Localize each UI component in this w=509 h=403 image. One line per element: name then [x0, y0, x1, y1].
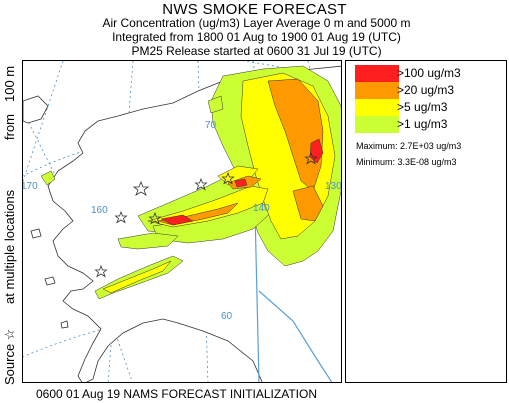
maximum-value: Maximum: 2.7E+03 ug/m3 [356, 141, 462, 151]
plume-central-hotspot [160, 214, 194, 226]
source-star-7 [221, 171, 235, 185]
locations-label: at multiple locations [2, 189, 17, 304]
legend-label-1: >1 ug/m3 [397, 117, 448, 131]
plume-upper-hotspot [234, 178, 248, 188]
legend-swatch-1 [355, 116, 399, 133]
legend-label-20: >20 ug/m3 [397, 83, 455, 97]
legend-swatch-5 [355, 99, 399, 116]
lon-label-160: 160 [91, 205, 108, 216]
us-canada-border [254, 210, 260, 382]
subtitle-concentration: Air Concentration (ug/m3) Layer Average … [102, 16, 411, 30]
legend-panel: >100 ug/m3 >20 ug/m3 >5 ug/m3 >1 ug/m3 M… [345, 60, 507, 383]
plume-east-strip-20 [292, 185, 324, 222]
plume-west-fragment [40, 170, 56, 186]
source-star-4 [148, 211, 162, 225]
island-1 [30, 228, 42, 239]
siberia-coast [23, 95, 49, 124]
source-star-3 [114, 210, 128, 224]
from-label: from [2, 114, 17, 140]
source-star-1 [132, 180, 150, 196]
forecast-initialization-label: 0600 01 Aug 19 NAMS FORECAST INITIALIZAT… [36, 387, 317, 401]
lon-label-130: 130 [325, 181, 342, 192]
plume-southwest-core-5 [102, 260, 172, 294]
lon-label-140: 140 [253, 203, 270, 214]
smoke-map: 170 160 140 130 70 60 [22, 60, 342, 383]
southeast-border [258, 290, 333, 382]
lat-label-60: 60 [221, 311, 233, 322]
legend-label-5: >5 ug/m3 [397, 100, 448, 114]
source-star-6 [304, 151, 318, 165]
latitude-line-60 [23, 306, 341, 358]
source-label: Source ☆ [2, 328, 17, 385]
meridian-170 [23, 61, 64, 183]
island-2 [44, 276, 56, 286]
island-3 [60, 320, 69, 329]
subtitle-release-start: PM25 Release started at 0600 31 Jul 19 (… [131, 44, 382, 58]
page-title: NWS SMOKE FORECAST [162, 1, 347, 18]
plume-lower-west [117, 232, 179, 250]
source-markers [94, 151, 318, 278]
minimum-value: Minimum: 3.3E-08 ug/m3 [356, 157, 457, 167]
source-star-5 [94, 264, 108, 278]
height-label: 100 m [2, 65, 17, 102]
legend-label-100: >100 ug/m3 [397, 66, 461, 80]
lat-label-70: 70 [205, 120, 217, 131]
map-canvas: 170 160 140 130 70 60 [23, 61, 342, 382]
source-star-2 [194, 177, 208, 191]
legend-swatch-20 [355, 82, 399, 99]
subtitle-integration-period: Integrated from 1800 01 Aug to 1900 01 A… [112, 30, 401, 44]
plume-north-fragment [207, 95, 224, 114]
legend-swatch-100 [355, 65, 399, 82]
lon-label-170: 170 [23, 181, 38, 192]
